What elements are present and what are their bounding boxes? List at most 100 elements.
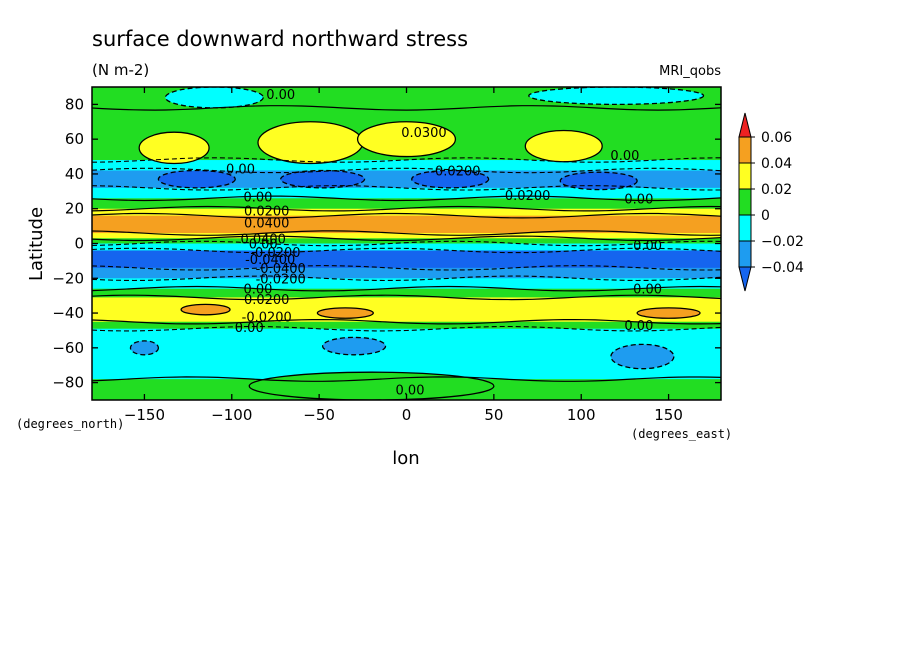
contour-label-12: 0.00 — [633, 239, 662, 254]
contour-label-22: 0.00 — [624, 319, 653, 334]
contour-region-4 — [157, 169, 236, 189]
colorbar-label: −0.02 — [761, 234, 804, 250]
y-tick-label: 40 — [65, 165, 84, 183]
contour-line-7 — [92, 212, 721, 219]
band-16 — [92, 321, 721, 330]
contour-label-10: 0.0400 — [240, 232, 286, 247]
contour-line-13 — [92, 275, 721, 282]
contour-region-12 — [316, 307, 374, 319]
colorbar-label: −0.04 — [761, 260, 804, 276]
contour-label-23: 0.00 — [396, 384, 425, 399]
y-tick-label: −40 — [52, 304, 84, 322]
band-5 — [92, 198, 721, 210]
contour-region-10 — [129, 340, 160, 356]
band-8 — [92, 233, 721, 239]
contour-label-2: 0.00 — [226, 163, 255, 178]
contour-region-16 — [528, 87, 705, 106]
y-tick-label: 80 — [65, 95, 84, 113]
colorbar-label: 0.06 — [761, 130, 792, 146]
colorbar-segment — [738, 136, 752, 164]
colorbar-top-arrow — [738, 112, 752, 138]
colorbar-label: 0 — [761, 208, 770, 224]
x-tick-label: 50 — [484, 406, 503, 424]
plot-area — [92, 87, 721, 400]
contour-region-14 — [248, 371, 495, 400]
contour-region-2 — [356, 121, 457, 158]
colorbar-segment — [738, 188, 752, 216]
y-tick-label: 60 — [65, 130, 84, 148]
y-axis: −80 −60 −40 −20 0 20 40 60 80 — [52, 95, 721, 392]
x-tick-label: −150 — [124, 406, 165, 424]
band-10 — [92, 243, 721, 251]
contour-line-5 — [92, 195, 721, 202]
y-tick-label: 0 — [74, 235, 84, 253]
contour-line-17 — [92, 325, 721, 332]
colorbar-segment — [738, 214, 752, 242]
contour-label-11: 0.00 — [249, 238, 278, 253]
y-tick-label: −80 — [52, 374, 84, 392]
colorbar-label: 0.04 — [761, 156, 792, 172]
x-tick-label: −50 — [303, 406, 335, 424]
contour-line-15 — [92, 294, 721, 301]
contour-region-6 — [411, 169, 490, 189]
chart-units: (N m-2) — [92, 61, 149, 79]
contour-region-13 — [636, 307, 701, 319]
contour-label-19: 0.0200 — [244, 293, 290, 308]
colorbar-segment — [738, 240, 752, 268]
contour-line-3 — [92, 167, 721, 174]
contour-line-14 — [92, 285, 721, 292]
contour-label-20: -0.0200 — [242, 311, 292, 326]
contour-label-21: 0.00 — [235, 321, 264, 336]
model-label: MRI_qobs — [659, 64, 721, 79]
colorbar-bottom-arrow — [738, 266, 752, 292]
band-13 — [92, 278, 721, 290]
x-axis-label: lon — [392, 448, 419, 469]
y-tick-label: −60 — [52, 339, 84, 357]
contour-line-12 — [92, 265, 721, 271]
x-axis: −150 −100 −50 0 50 100 150 — [124, 87, 683, 424]
contour-region-1 — [257, 121, 364, 165]
x-tick-label: −100 — [211, 406, 252, 424]
contour-label-6: 0.00 — [244, 191, 273, 206]
band-6 — [92, 208, 721, 217]
contour-label-1: 0.0300 — [401, 126, 447, 141]
contour-region-5 — [280, 169, 366, 189]
contour-region-3 — [524, 129, 603, 163]
contour-line-9 — [92, 235, 721, 242]
x-tick-label: 0 — [402, 406, 412, 424]
y-axis-unit: (degrees_north) — [16, 417, 124, 431]
contour-region-8 — [610, 343, 675, 370]
contour-line-8 — [92, 230, 721, 236]
band-12 — [92, 267, 721, 279]
band-7 — [92, 215, 721, 234]
contour-line-1 — [92, 105, 721, 111]
y-tick-label: 20 — [65, 200, 84, 218]
band-11 — [92, 250, 721, 269]
y-axis-label: Latitude — [26, 207, 47, 281]
x-tick-label: 100 — [567, 406, 596, 424]
colorbar-segment — [738, 162, 752, 190]
contour-label-4: -0.0200 — [430, 164, 480, 179]
contour-label-14: -0.0400 — [245, 253, 295, 268]
contour-label-3: 0.00 — [610, 149, 639, 164]
contour-line-10 — [92, 240, 721, 247]
chart-title: surface downward northward stress — [92, 27, 468, 51]
contour-region-0 — [138, 131, 210, 165]
contour-line-18 — [92, 376, 721, 382]
contour-label-18: 0.00 — [633, 283, 662, 298]
contour-label-15: -0.0400 — [256, 262, 306, 277]
colorbar-label: 0.02 — [761, 182, 792, 198]
contour-line-4 — [92, 185, 721, 191]
contour-label-17: 0.00 — [244, 283, 273, 298]
band-14 — [92, 288, 721, 298]
contour-label-5: -0.0200 — [500, 189, 550, 204]
contour-line-16 — [92, 319, 721, 325]
band-4 — [92, 187, 721, 199]
contour-region-9 — [321, 336, 387, 356]
x-tick-label: 150 — [654, 406, 683, 424]
contour-line-11 — [92, 247, 721, 254]
x-axis-unit: (degrees_east) — [631, 427, 732, 441]
band-9 — [92, 238, 721, 244]
contour-lines — [92, 105, 721, 382]
